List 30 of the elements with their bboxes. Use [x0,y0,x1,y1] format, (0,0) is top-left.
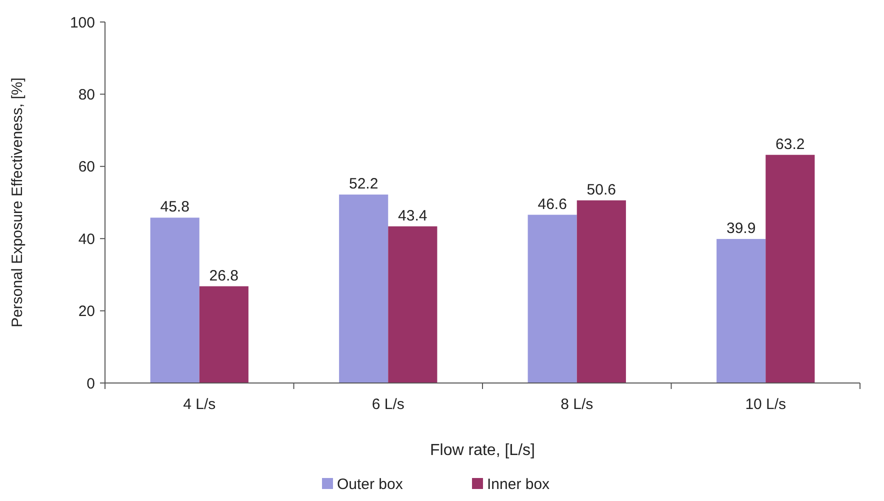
data-label: 52.2 [348,176,378,193]
bar [339,194,388,383]
y-tick-label: 100 [70,14,95,32]
x-tick-label: 6 L/s [372,396,404,413]
data-label: 63.2 [776,136,805,153]
data-label: 43.4 [398,207,428,224]
x-axis-title: Flow rate, [L/s] [430,442,535,459]
y-axis-title: Personal Exposure Effectiveness, [%] [9,78,26,328]
data-label: 46.6 [538,196,567,213]
bar [576,200,626,383]
bar [716,238,766,383]
y-tick-label: 60 [78,158,95,176]
y-tick-label: 80 [78,86,95,104]
bar [388,226,438,383]
y-tick-label: 20 [78,303,95,320]
bar [150,218,200,383]
legend-label: Outer box [337,476,404,493]
bar [528,214,577,383]
data-label: 39.9 [726,220,756,237]
data-label: 45.8 [160,198,190,216]
x-tick-label: 10 L/s [745,396,786,413]
bar [199,286,248,383]
legend-label: Inner box [487,476,550,493]
x-tick-label: 8 L/s [560,396,594,413]
y-tick-label: 40 [78,230,95,248]
y-tick-label: 0 [86,375,95,392]
x-tick-label: 4 L/s [183,396,216,413]
data-label: 26.8 [209,267,239,284]
bar [766,154,815,383]
data-label: 50.6 [586,181,616,198]
